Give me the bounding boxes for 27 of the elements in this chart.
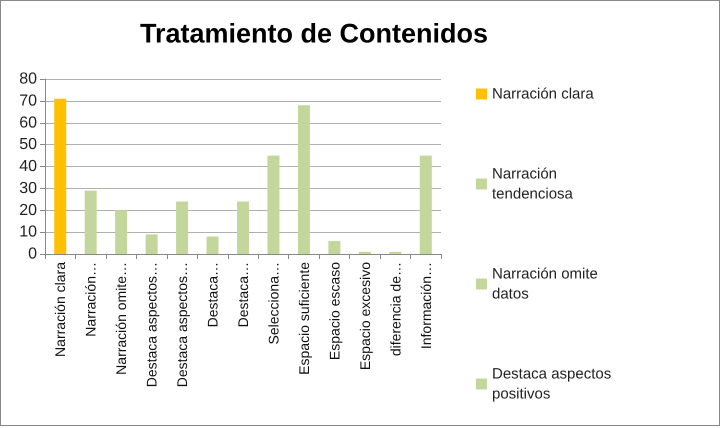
y-tick-label: 80 xyxy=(19,70,38,88)
x-tick-label: Espacio excesivo xyxy=(356,262,373,370)
x-tick-label: Destaca… xyxy=(204,262,221,328)
y-tick-label: 10 xyxy=(19,224,38,241)
x-tick-label: Destaca aspectos… xyxy=(174,262,190,388)
legend-label: Narración clara xyxy=(492,86,594,102)
y-tick-label: 70 xyxy=(19,92,38,110)
y-tick-label: 20 xyxy=(19,202,38,219)
legend-label: Narración tendenciosa xyxy=(492,166,574,202)
x-tick-label: Información… xyxy=(418,262,434,350)
legend-label: Narración omite datos xyxy=(492,266,602,302)
legend-label: Destaca aspectos positivos xyxy=(492,366,616,402)
y-tick-label: 50 xyxy=(19,136,38,154)
x-tick-label: Narración omite… xyxy=(113,262,130,375)
chart-title: Tratamiento de Contenidos xyxy=(140,18,488,48)
y-tick-label: 60 xyxy=(19,114,38,132)
y-tick-label: 0 xyxy=(28,246,38,262)
x-tick-label: Destaca… xyxy=(235,262,251,328)
y-tick-label: 40 xyxy=(19,158,38,175)
x-tick-label: diferencia de… xyxy=(387,262,404,356)
x-tick-label: Narración… xyxy=(82,262,99,337)
x-tick-label: Narración clara xyxy=(52,262,68,357)
x-tick-label: Destaca aspectos… xyxy=(144,262,160,388)
y-tick-label: 30 xyxy=(19,180,38,197)
x-tick-label: Espacio escaso xyxy=(326,262,342,360)
x-tick-label: Espacio suficiente xyxy=(296,262,312,375)
x-tick-label: Selecciona… xyxy=(265,262,282,344)
